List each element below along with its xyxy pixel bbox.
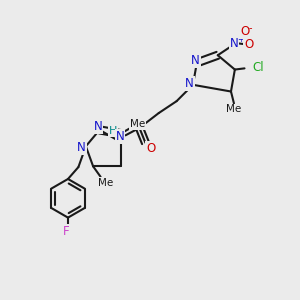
Text: N: N xyxy=(94,120,103,133)
Text: N: N xyxy=(185,77,194,90)
Text: H: H xyxy=(109,126,117,136)
Text: +: + xyxy=(237,35,244,44)
Text: N: N xyxy=(191,54,200,67)
Text: O: O xyxy=(146,142,155,155)
Text: O: O xyxy=(244,38,253,51)
Text: Me: Me xyxy=(226,104,242,114)
Text: N: N xyxy=(116,130,124,143)
Text: Me: Me xyxy=(130,119,145,129)
Text: -: - xyxy=(249,23,252,33)
Text: O: O xyxy=(240,25,249,38)
Text: Cl: Cl xyxy=(253,61,264,74)
Text: Me: Me xyxy=(98,178,114,188)
Text: N: N xyxy=(230,37,239,50)
Text: N: N xyxy=(77,141,86,154)
Text: F: F xyxy=(63,225,70,238)
